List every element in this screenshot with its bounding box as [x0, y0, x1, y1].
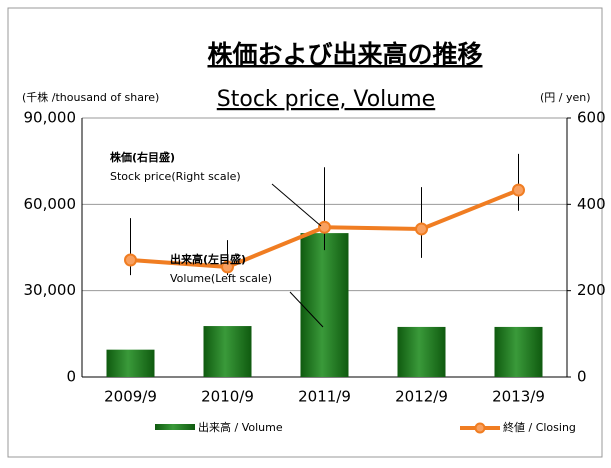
frame	[7, 7, 603, 458]
annotation: 株価(右目盛)	[110, 150, 175, 164]
closing-point	[512, 183, 525, 197]
y-tick-label: 30,000	[24, 281, 77, 299]
legend-label: 終値 / Closing	[503, 420, 576, 434]
closing-point	[124, 253, 137, 267]
legend-label: 出来高 / Volume	[198, 420, 283, 434]
annotation-leader	[289, 291, 324, 328]
x-tick-label: 2011/9	[298, 388, 351, 406]
y2-tick-label: 200	[577, 281, 606, 299]
y-axis-label: (千株 /thousand of share)	[22, 90, 159, 104]
closing-point	[415, 222, 428, 236]
closing-point	[221, 260, 234, 274]
bar	[300, 233, 349, 377]
annotation: Volume(Left scale)	[170, 272, 272, 285]
y-tick-label: 90,000	[24, 109, 77, 127]
annotation: 出来高(左目盛)	[170, 252, 246, 266]
y2-tick-label: 400	[577, 195, 606, 213]
closing-point	[318, 220, 331, 234]
x-tick-label: 2013/9	[492, 388, 545, 406]
annotation-leader	[271, 183, 322, 227]
y2-tick-label: 600	[577, 109, 606, 127]
y2-tick-label: 0	[577, 368, 587, 386]
y-tick-label: 60,000	[24, 195, 77, 213]
chart-subtitle: Stock price, Volume	[217, 87, 435, 112]
annotation: Stock price(Right scale)	[110, 170, 241, 183]
bar	[106, 349, 155, 377]
chart-title: 株価および出来高の推移	[207, 40, 482, 69]
bar	[203, 326, 252, 377]
y-tick-label: 0	[66, 368, 76, 386]
y2-axis-label: (円 / yen)	[540, 91, 591, 104]
x-tick-label: 2010/9	[201, 388, 254, 406]
legend-swatch	[155, 424, 195, 430]
x-tick-label: 2009/9	[104, 388, 157, 406]
bar	[494, 326, 543, 377]
x-tick-label: 2012/9	[395, 388, 448, 406]
legend-swatch	[474, 422, 486, 434]
bar	[397, 326, 446, 377]
